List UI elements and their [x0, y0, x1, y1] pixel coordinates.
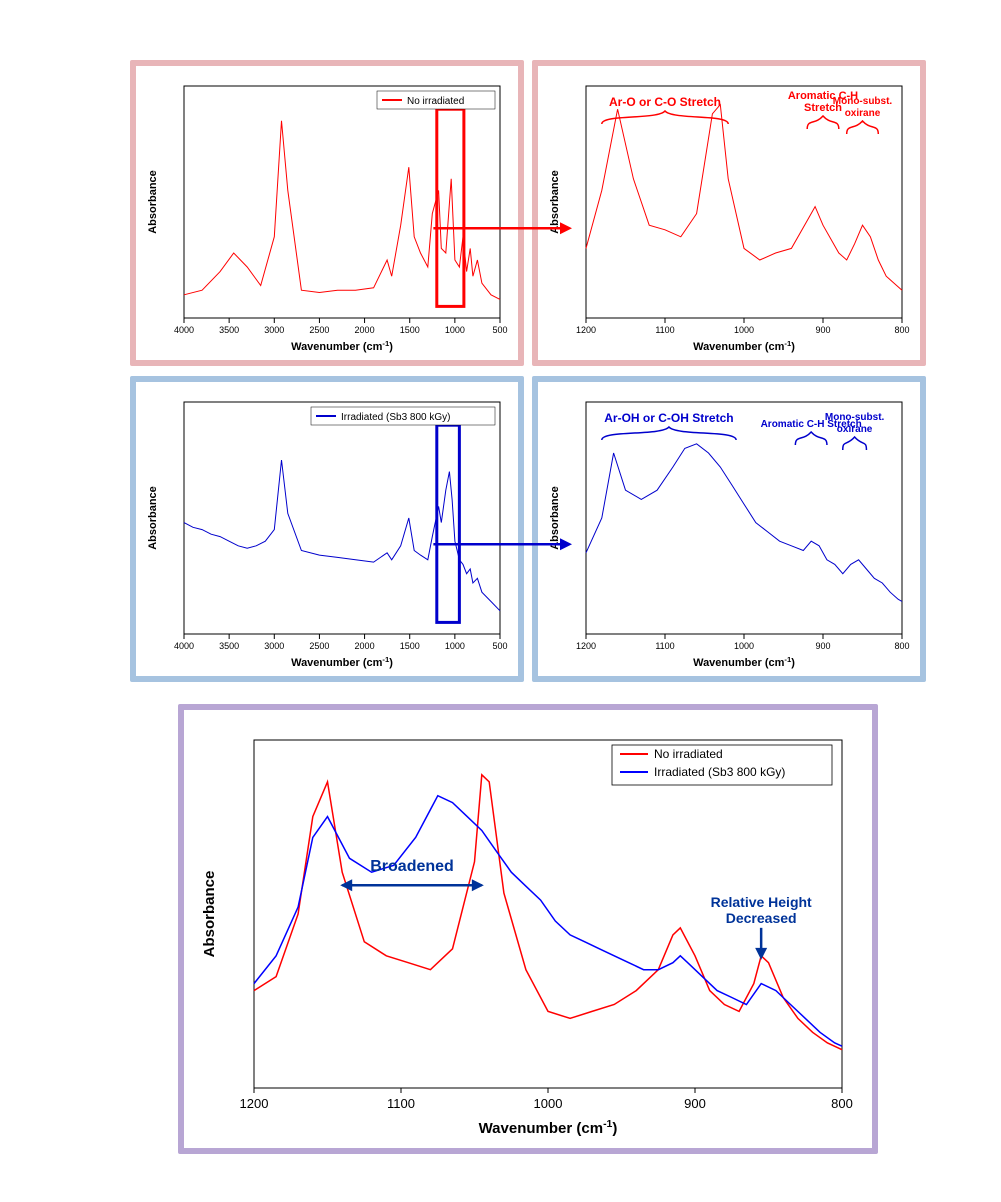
- x-tick: 900: [684, 1096, 706, 1111]
- x-tick: 500: [492, 325, 507, 335]
- legend-label: No irradiated: [654, 747, 723, 761]
- legend-label: Irradiated (Sb3 800 kGy): [341, 412, 451, 423]
- x-tick: 1500: [400, 641, 420, 651]
- x-tick: 1100: [387, 1096, 415, 1111]
- chart-svg-p3: 4000 3500 3000 2500 2000 1500 1000 500 Wavenumbe…: [136, 382, 518, 676]
- x-tick: 3500: [219, 325, 239, 335]
- annotation-text: Ar-OH or C-OH Stretch: [604, 411, 733, 425]
- panel-frame-p3: 4000 3500 3000 2500 2000 1500 1000 500 Wavenumbe…: [130, 376, 524, 682]
- x-axis-label: Wavenumber (cm-1): [693, 655, 795, 670]
- x-tick: 3500: [219, 641, 239, 651]
- x-tick: 1200: [576, 325, 596, 335]
- x-tick: 2000: [355, 641, 375, 651]
- x-axis-label: Wavenumber (cm-1): [479, 1118, 618, 1137]
- panel-frame-p4: 1200 1100 1000 900 800 Wavenumber (cm-1) Absor…: [532, 376, 926, 682]
- brace-icon: [843, 437, 867, 450]
- x-tick: 3000: [264, 641, 284, 651]
- x-tick: 1200: [576, 641, 596, 651]
- y-axis-label: Absorbance: [201, 871, 218, 958]
- panel-frame-p5: 1200 1100 1000 900 800 Wavenumber (cm-1) Absor…: [178, 704, 878, 1154]
- chart-svg-p4: 1200 1100 1000 900 800 Wavenumber (cm-1) Absor…: [538, 382, 920, 676]
- x-tick: 1100: [655, 325, 674, 335]
- down-arrow-icon: [755, 928, 767, 960]
- x-tick: 900: [815, 325, 830, 335]
- x-axis-label: Wavenumber (cm-1): [291, 339, 393, 354]
- annotation-broadened: Broadened: [370, 858, 454, 875]
- chart-svg-p2: 1200 1100 1000 900 800 Wavenumber (cm-1) Absor…: [538, 66, 920, 360]
- brace-icon: [847, 121, 879, 134]
- y-axis-label: Absorbance: [549, 170, 561, 234]
- annotation-text: Ar-O or C-O Stretch: [609, 95, 721, 109]
- x-tick: 2500: [309, 641, 329, 651]
- x-tick: 4000: [174, 641, 194, 651]
- x-tick: 1200: [240, 1096, 269, 1111]
- legend-label: Irradiated (Sb3 800 kGy): [654, 765, 785, 779]
- brace-icon: [807, 116, 839, 129]
- x-tick: 1100: [655, 641, 674, 651]
- x-tick: 500: [492, 641, 507, 651]
- panel-frame-p2: 1200 1100 1000 900 800 Wavenumber (cm-1) Absor…: [532, 60, 926, 366]
- x-tick: 1000: [445, 641, 465, 651]
- spectrum-line: [586, 444, 902, 602]
- x-tick: 800: [831, 1096, 853, 1111]
- brace-icon: [602, 427, 736, 440]
- highlight-box: [437, 109, 464, 306]
- x-tick: 2500: [309, 325, 329, 335]
- annotation-text: oxirane: [837, 424, 873, 435]
- x-axis-label: Wavenumber (cm-1): [291, 655, 393, 670]
- chart-svg-p5: 1200 1100 1000 900 800 Wavenumber (cm-1) Absor…: [184, 710, 872, 1148]
- annotation-text: Mono-subst.: [825, 412, 885, 423]
- x-tick: 800: [894, 325, 909, 335]
- spectrum-line: [184, 121, 500, 300]
- annotation-relative-height: Decreased: [726, 910, 797, 926]
- y-axis-label: Absorbance: [549, 486, 561, 550]
- x-tick: 4000: [174, 325, 194, 335]
- x-tick: 1000: [445, 325, 465, 335]
- spectrum-line: [586, 105, 902, 291]
- brace-icon: [795, 432, 827, 445]
- y-axis-label: Absorbance: [147, 170, 159, 234]
- y-axis-label: Absorbance: [147, 486, 159, 550]
- x-tick: 800: [894, 641, 909, 651]
- x-tick: 1500: [400, 325, 420, 335]
- chart-svg-p1: 4000 3500 3000 2500 2000 1500 1000 500 Wavenumbe…: [136, 66, 518, 360]
- x-tick: 1000: [734, 325, 754, 335]
- x-tick: 1000: [734, 641, 754, 651]
- annotation-relative-height: Relative Height: [711, 894, 812, 910]
- legend-label: No irradiated: [407, 96, 464, 107]
- annotation-text: Mono-subst.: [833, 96, 893, 107]
- x-tick: 2000: [355, 325, 375, 335]
- spectrum-line: [184, 460, 500, 611]
- x-tick: 3000: [264, 325, 284, 335]
- legend: No irradiated Irradiated (Sb3 800 kGy): [612, 745, 832, 785]
- x-axis-label: Wavenumber (cm-1): [693, 339, 795, 354]
- highlight-box: [437, 425, 460, 622]
- annotation-text: oxirane: [845, 108, 881, 119]
- legend: No irradiated: [377, 91, 495, 109]
- panel-frame-p1: 4000 3500 3000 2500 2000 1500 1000 500 Wavenumbe…: [130, 60, 524, 366]
- x-tick: 1000: [534, 1096, 563, 1111]
- x-tick: 900: [815, 641, 830, 651]
- legend: Irradiated (Sb3 800 kGy): [311, 407, 495, 425]
- double-arrow-icon: [340, 879, 484, 891]
